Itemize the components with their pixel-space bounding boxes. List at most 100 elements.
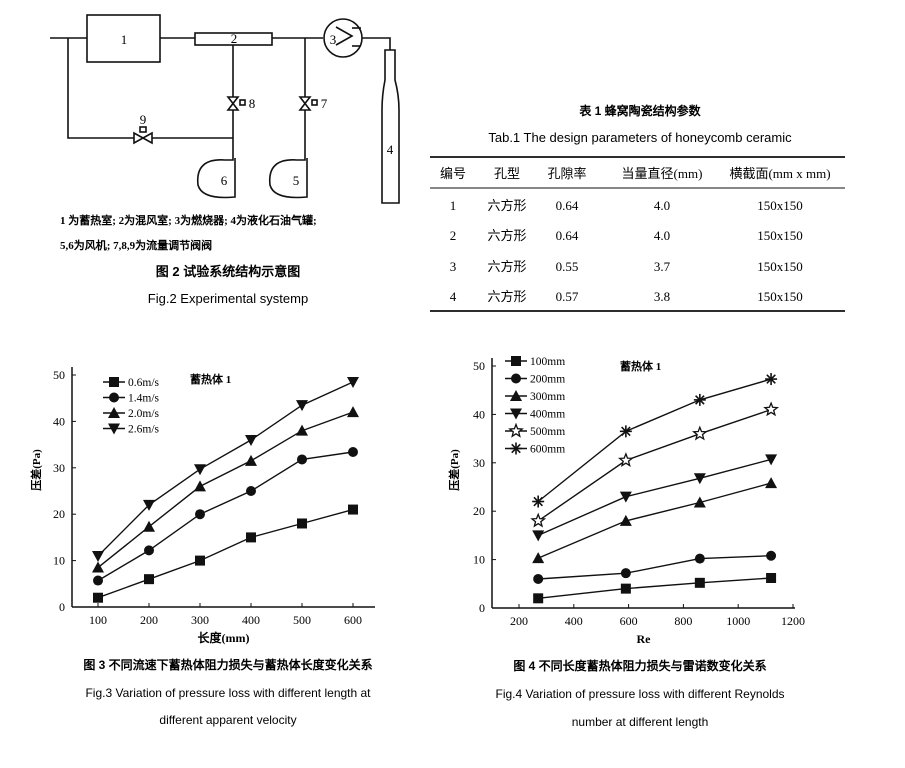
table-cell: 150x150 [757,198,803,213]
system-diagram [50,14,400,204]
series-1.4m/s [93,447,358,586]
data-point [765,477,778,489]
y-tick-label: 0 [479,601,485,615]
table-cell: 六方形 [487,259,526,274]
legend-marker [511,356,521,366]
data-point [93,575,103,586]
data-point [92,550,104,562]
table-cell: 六方形 [487,228,526,243]
y-tick-label: 10 [473,553,485,567]
table-cell: 六方形 [487,289,526,304]
chart-annotation: 蓄热体 1 [190,372,231,386]
data-point [619,491,632,503]
label-2: 2 [231,31,238,46]
series-line [538,555,772,580]
series-300mm [532,477,778,564]
figure-3-caption-en-2: different apparent velocity [159,713,296,727]
legend-item: 2.0m/s [103,407,160,420]
y-axis-label: 压差(Pa) [447,449,461,491]
table-cell: 4 [450,289,457,304]
table-cell: 4.0 [654,198,670,213]
data-point [195,509,205,520]
data-point [693,496,706,508]
data-point [245,434,257,446]
x-tick-label: 200 [510,614,528,628]
legend-item: 200mm [505,373,565,386]
figure-2-caption-cn: 图 2 试验系统结构示意图 [156,264,300,279]
figure-3-caption-en-1: Fig.3 Variation of pressure loss with di… [85,686,371,700]
x-axis-label: Re [637,632,652,646]
table-row: 2 六方形 0.64 4.0 150x150 [450,228,803,243]
data-point [532,495,545,508]
label-8: 8 [249,96,256,111]
y-tick-label: 0 [59,600,65,614]
gas-tank-icon [381,49,400,204]
legend-marker [508,422,524,438]
header-cell: 孔隙率 [547,166,586,181]
legend-marker [109,377,119,387]
header-cell: 横截面(mm x mm) [729,166,830,181]
x-tick-label: 1200 [781,614,805,628]
x-tick-label: 100 [89,613,107,627]
legend-item: 500mm [505,422,565,438]
data-point [619,514,632,526]
data-point [194,480,206,492]
chart-pressure-vs-reynolds: 200 400 600 800 1000 1200 0 10 20 30 40 50 Re 压差(Pa) 蓄… [447,356,805,646]
y-tick-label: 30 [53,461,65,475]
x-tick-label: 600 [620,614,638,628]
header-cell: 孔型 [494,166,520,181]
data-point [691,425,708,441]
data-point [532,552,545,564]
table-cell: 0.64 [556,198,579,213]
figure-4-caption-cn: 图 4 不同长度蓄热体阻力损失与雷诺数变化关系 [513,658,766,673]
data-point [347,376,359,388]
y-tick-label: 10 [53,554,65,568]
series-line [97,451,354,582]
data-point [693,473,706,485]
table-cell: 1 [450,198,457,213]
table-cell: 0.64 [556,228,579,243]
series-2.0m/s [92,406,359,573]
data-point [347,406,359,418]
data-point [763,401,780,417]
x-tick-label: 800 [674,614,692,628]
series-line [538,577,772,599]
table-cell: 0.57 [556,289,579,304]
data-point [297,518,307,529]
legend-item: 300mm [505,390,565,403]
table-row: 4 六方形 0.57 3.8 150x150 [450,289,803,304]
legend-label: 200mm [530,374,565,386]
data-point [530,512,547,528]
legend-item: 600mm [505,442,565,456]
legend-label: 600mm [530,444,565,456]
data-point [348,504,358,515]
series-200mm [533,550,777,584]
data-point [765,454,778,466]
table-cell: 0.55 [556,259,579,274]
series-line [97,411,354,569]
valve-8-icon [226,96,240,111]
table-cell: 150x150 [757,289,803,304]
legend-marker [510,442,522,455]
figure-4-caption-en-2: number at different length [572,715,709,729]
data-point [143,520,155,532]
legend-item: 1.4m/s [103,392,160,405]
y-tick-label: 20 [53,507,65,521]
data-point [765,373,778,386]
table-cell: 150x150 [757,259,803,274]
table-cell: 六方形 [487,198,526,213]
data-point [194,464,206,476]
legend-label: 400mm [530,409,565,421]
y-tick-label: 50 [53,368,65,382]
valve-7-icon [298,96,312,111]
legend-label: 2.6m/s [128,424,160,436]
x-axis-label: 长度(mm) [198,630,250,645]
table-cell: 4.0 [654,228,670,243]
data-point [619,425,632,438]
data-point [93,592,103,603]
diagram-legend-line-1: 1 为蓄热室; 2为混风室; 3为燃烧器; 4为液化石油气罐; [60,213,317,227]
table-row: 1 六方形 0.64 4.0 150x150 [450,198,803,213]
table-cell: 2 [450,228,457,243]
series-line [97,508,354,599]
series-0.6m/s [93,504,358,603]
